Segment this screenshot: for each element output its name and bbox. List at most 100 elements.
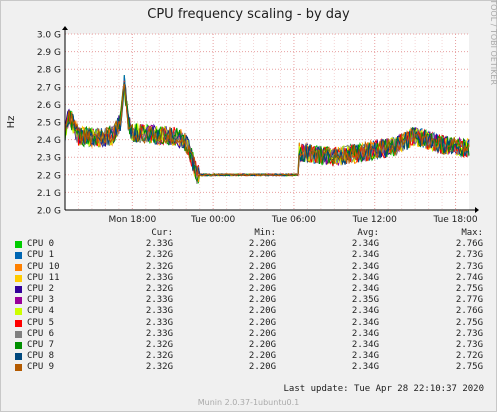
legend-swatch — [15, 241, 22, 249]
legend-series-name: CPU 1 — [27, 250, 55, 261]
y-tick-labels: 2.0 G 2.1 G 2.2 G 2.3 G 2.4 G 2.5 G 2.6 G 2.7 G… — [37, 31, 61, 217]
x-tick-label: Tue 18:00 — [432, 215, 477, 225]
last-update: Last update: Tue Apr 28 22:10:37 2020 — [283, 384, 484, 394]
header-cur: Cur: — [151, 228, 173, 238]
legend-series-name: CPU 11 — [27, 272, 60, 283]
legend-swatch — [15, 274, 22, 282]
legend-cur: 2.33G — [145, 317, 173, 328]
legend-avg: 2.34G — [351, 351, 379, 362]
legend-series-name: CPU 5 — [27, 317, 55, 328]
y-axis-arrow — [62, 26, 68, 30]
series-line-cpu-6 — [64, 81, 470, 185]
legend-min: 2.20G — [248, 339, 276, 350]
y-tick-label: 2.1 G — [37, 189, 61, 199]
legend-cur: 2.33G — [145, 306, 173, 317]
legend-avg: 2.34G — [351, 272, 379, 283]
legend-min: 2.20G — [248, 351, 276, 362]
y-tick-label: 2.4 G — [37, 136, 61, 146]
y-tick-label: 2.2 G — [37, 171, 61, 181]
legend-min: 2.20G — [248, 306, 276, 317]
y-axis-label: Hz — [6, 116, 17, 129]
legend-max: 2.74G — [455, 272, 483, 283]
legend-max: 2.75G — [455, 362, 483, 373]
legend-max: 2.72G — [455, 351, 483, 362]
chart-title: CPU frequency scaling - by day — [147, 7, 350, 22]
y-tick-label: 2.6 G — [37, 101, 61, 111]
legend-avg: 2.34G — [351, 250, 379, 261]
legend-swatch — [15, 353, 22, 361]
legend-max: 2.73G — [455, 328, 483, 339]
legend-max: 2.76G — [455, 239, 483, 250]
legend-max: 2.73G — [455, 339, 483, 350]
x-tick-label: Tue 00:00 — [190, 215, 235, 225]
axes — [62, 26, 479, 213]
header-max: Max: — [461, 228, 483, 238]
y-tick-label: 2.7 G — [37, 83, 61, 93]
y-tick-label: 2.3 G — [37, 154, 61, 164]
legend-swatch — [15, 330, 22, 338]
legend-cur: 2.32G — [145, 362, 173, 373]
header-min: Min: — [254, 228, 276, 238]
series-line-cpu-9 — [64, 83, 470, 178]
legend-series-name: CPU 6 — [27, 328, 55, 339]
legend-min: 2.20G — [248, 317, 276, 328]
legend-min: 2.20G — [248, 283, 276, 294]
legend-max: 2.75G — [455, 283, 483, 294]
header-avg: Avg: — [357, 228, 379, 238]
x-tick-label: Mon 18:00 — [108, 215, 156, 225]
y-tick-label: 2.0 G — [37, 207, 61, 217]
legend-swatch — [15, 263, 22, 271]
legend-avg: 2.35G — [351, 295, 379, 306]
legend-series-name: CPU 4 — [27, 306, 55, 317]
legend-min: 2.20G — [248, 295, 276, 306]
legend-series-name: CPU 0 — [27, 239, 55, 250]
x-tick-labels: Mon 18:00 Tue 00:00 Tue 06:00 Tue 12:00 Tue … — [108, 215, 477, 225]
legend-swatch — [15, 297, 22, 305]
legend-swatch — [15, 252, 22, 260]
legend-cur: 2.32G — [145, 283, 173, 294]
legend-avg: 2.34G — [351, 317, 379, 328]
y-tick-label: 2.9 G — [37, 48, 61, 58]
legend-min: 2.20G — [248, 261, 276, 272]
munin-version: Munin 2.0.37-1ubuntu0.1 — [197, 398, 300, 407]
legend-avg: 2.34G — [351, 339, 379, 350]
legend-avg: 2.34G — [351, 306, 379, 317]
legend-swatch — [15, 285, 22, 293]
legend-avg: 2.34G — [351, 362, 379, 373]
legend-avg: 2.34G — [351, 328, 379, 339]
plot-area: 2.0 G 2.1 G 2.2 G 2.3 G 2.4 G 2.5 G 2.6 G 2.7 G… — [6, 26, 479, 225]
legend-series-name: CPU 2 — [27, 283, 55, 294]
legend-cur: 2.33G — [145, 272, 173, 283]
legend-cur: 2.32G — [145, 261, 173, 272]
legend-max: 2.77G — [455, 295, 483, 306]
legend-cur: 2.32G — [145, 339, 173, 350]
legend-cur: 2.32G — [145, 250, 173, 261]
legend-cur: 2.33G — [145, 239, 173, 250]
legend-min: 2.20G — [248, 239, 276, 250]
legend-max: 2.73G — [455, 250, 483, 261]
legend-max: 2.76G — [455, 306, 483, 317]
legend-swatch — [15, 319, 22, 327]
legend-series-name: CPU 10 — [27, 261, 60, 272]
legend-swatch — [15, 364, 22, 372]
legend-min: 2.20G — [248, 362, 276, 373]
legend-cur: 2.33G — [145, 328, 173, 339]
x-axis-arrow — [475, 207, 479, 213]
legend-cur: 2.32G — [145, 351, 173, 362]
y-tick-label: 3.0 G — [37, 31, 61, 41]
legend-series-name: CPU 9 — [27, 362, 55, 373]
legend-series-name: CPU 7 — [27, 339, 55, 350]
legend-cur: 2.33G — [145, 295, 173, 306]
legend-series-name: CPU 8 — [27, 351, 55, 362]
x-tick-label: Tue 12:00 — [352, 215, 397, 225]
legend-min: 2.20G — [248, 328, 276, 339]
legend-swatch — [15, 341, 22, 349]
series-lines — [64, 74, 470, 185]
y-tick-label: 2.5 G — [37, 119, 61, 129]
legend-swatch — [15, 308, 22, 316]
legend-min: 2.20G — [248, 250, 276, 261]
x-tick-label: Tue 06:00 — [271, 215, 316, 225]
legend-series-name: CPU 3 — [27, 295, 55, 306]
legend-avg: 2.34G — [351, 261, 379, 272]
